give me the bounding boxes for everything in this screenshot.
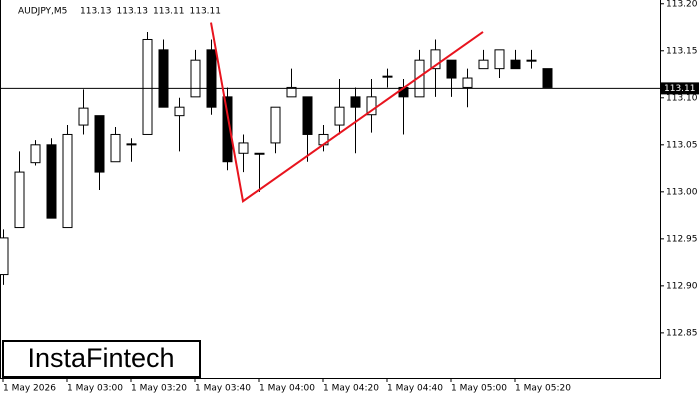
candle-body [206, 49, 217, 108]
header-value: 113.13 [117, 7, 149, 17]
candle-body [158, 49, 169, 108]
candle-body [30, 144, 41, 164]
y-tick-label: 113.20 [666, 0, 698, 9]
candle-body [462, 77, 473, 88]
candle-body [14, 171, 25, 229]
current-price-box [661, 82, 699, 95]
y-tick-label: 112.85 [666, 328, 698, 338]
header-value: 113.11 [153, 7, 185, 17]
candle-body [510, 59, 521, 70]
candle-body [302, 96, 313, 135]
pattern-line [210, 22, 484, 203]
candle-body [222, 96, 233, 163]
candle-body [62, 133, 73, 229]
candle-body [174, 106, 185, 117]
candle-body [446, 59, 457, 79]
y-tick-label: 113.10 [666, 93, 698, 103]
x-tick-label: 1 May 05:00 [451, 384, 507, 394]
candle-body [382, 75, 393, 78]
x-tick-label: 1 May 04:20 [323, 384, 379, 394]
header-value: 113.13 [80, 7, 112, 17]
candle-body [430, 49, 441, 70]
header-value: 113.11 [190, 7, 222, 17]
candle-body [334, 106, 345, 126]
watermark: InstaFintech [27, 343, 174, 373]
candle-body [286, 86, 297, 98]
x-tick-label: 1 May 04:00 [259, 384, 315, 394]
candle-body [478, 59, 489, 70]
candle-body [366, 96, 377, 116]
candle-body [110, 133, 121, 163]
y-tick-label: 113.05 [666, 140, 698, 150]
x-tick-label: 1 May 04:40 [387, 384, 443, 394]
candle-body [414, 59, 425, 98]
candle-body [190, 59, 201, 98]
x-tick-label: 1 May 03:20 [131, 384, 187, 394]
candle-body [350, 96, 361, 108]
x-tick-label: 1 May 03:40 [195, 384, 251, 394]
y-tick-label: 112.90 [666, 281, 698, 291]
candle-body [142, 38, 153, 135]
y-tick-label: 112.95 [666, 234, 698, 244]
candle-body [126, 143, 137, 146]
candle-body [254, 152, 265, 155]
candle-body [526, 59, 537, 62]
candle-body [494, 49, 505, 70]
candle-body [238, 142, 249, 154]
current-price-label: 113.11 [664, 84, 696, 94]
x-tick-label: 1 May 2026 [3, 384, 56, 394]
x-tick-label: 1 May 03:00 [67, 384, 123, 394]
candle-body [46, 144, 57, 219]
y-tick-label: 113.00 [666, 187, 698, 197]
candle-body [0, 237, 9, 276]
candle-body [542, 68, 553, 88]
symbol-label: AUDJPY,M5 [18, 7, 67, 17]
candle-body [94, 115, 105, 173]
x-tick-label: 1 May 05:20 [515, 384, 571, 394]
y-tick-label: 113.15 [666, 46, 698, 56]
candle-body [270, 106, 281, 144]
watermark-box [2, 340, 201, 378]
candle-body [78, 107, 89, 126]
